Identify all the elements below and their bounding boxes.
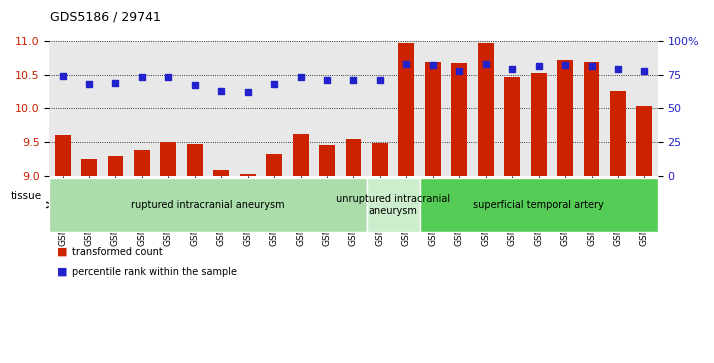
Point [84, 81, 95, 87]
Bar [134, 150, 150, 176]
Point [533, 64, 544, 69]
Bar [319, 146, 335, 176]
Bar [583, 62, 600, 176]
Point [613, 66, 624, 72]
Text: tissue: tissue [11, 191, 42, 201]
Point [110, 80, 121, 86]
Point [295, 74, 306, 80]
Bar [346, 139, 361, 176]
Bar [451, 63, 467, 176]
Point [506, 66, 518, 72]
Point [57, 73, 69, 79]
Point [401, 61, 412, 67]
Bar [372, 143, 388, 176]
Bar [531, 73, 547, 176]
Text: unruptured intracranial
aneurysm: unruptured intracranial aneurysm [336, 194, 451, 216]
Bar [187, 144, 203, 176]
Bar [55, 135, 71, 176]
Point [427, 62, 438, 68]
Point [453, 68, 465, 73]
Bar [557, 60, 573, 176]
Bar [108, 156, 124, 176]
Bar [293, 134, 308, 176]
Bar [266, 154, 282, 176]
Point [374, 77, 386, 83]
Point [268, 81, 280, 87]
Bar [213, 171, 229, 176]
Text: ruptured intracranial aneurysm: ruptured intracranial aneurysm [131, 200, 285, 210]
Text: ■: ■ [56, 247, 67, 257]
Point [216, 88, 227, 94]
Bar [610, 91, 626, 176]
Point [480, 61, 491, 67]
Bar [425, 62, 441, 176]
Text: superficial temporal artery: superficial temporal artery [473, 200, 604, 210]
Text: percentile rank within the sample: percentile rank within the sample [72, 267, 237, 277]
Bar [636, 106, 653, 176]
Text: GDS5186 / 29741: GDS5186 / 29741 [50, 11, 161, 24]
Text: transformed count: transformed count [72, 247, 163, 257]
Bar [240, 174, 256, 176]
Text: ■: ■ [56, 267, 67, 277]
Point [639, 68, 650, 73]
Point [585, 64, 597, 69]
Point [348, 77, 359, 83]
Point [559, 62, 570, 68]
Point [242, 89, 253, 95]
Bar [398, 43, 414, 176]
Bar [81, 159, 97, 176]
Bar [161, 142, 176, 176]
Point [189, 82, 201, 88]
Bar [478, 44, 493, 176]
Point [321, 77, 333, 83]
Bar [504, 77, 520, 176]
Point [136, 74, 148, 80]
Point [163, 74, 174, 80]
